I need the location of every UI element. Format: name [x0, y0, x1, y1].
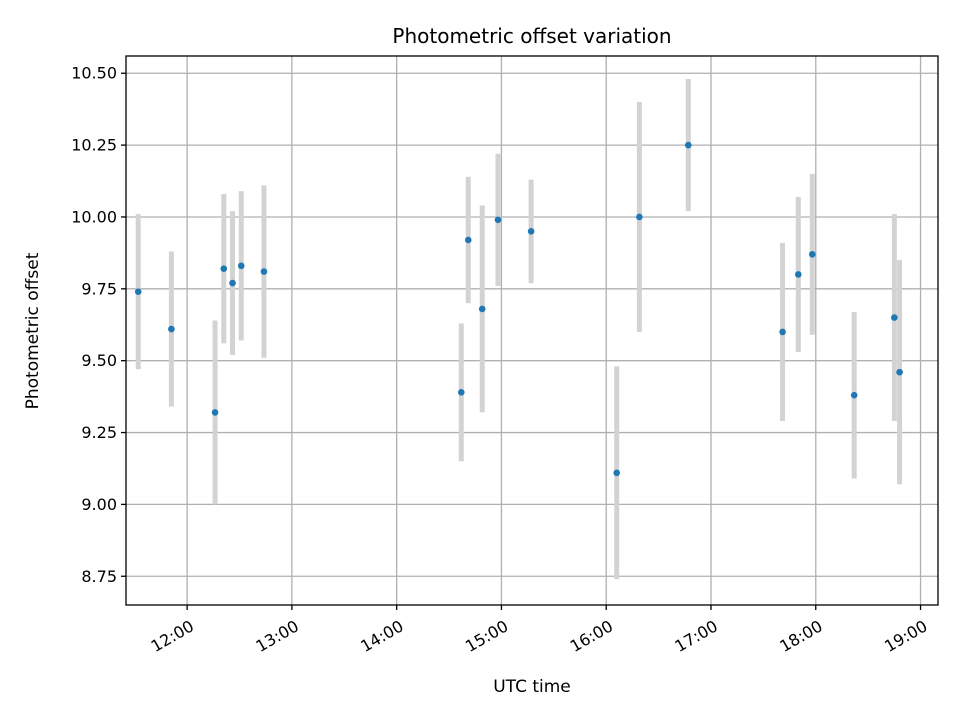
y-axis-label: Photometric offset [23, 252, 43, 409]
y-tick-label: 9.25 [81, 423, 117, 442]
y-axis-ticks: 8.75 9.00 9.25 9.50 9.75 10.00 10.25 10.50 [71, 64, 126, 586]
data-point [636, 213, 643, 221]
data-point [134, 288, 142, 295]
data-point [237, 262, 245, 270]
data-point [850, 391, 858, 399]
data-point [891, 314, 898, 321]
data-point [457, 388, 465, 396]
plot-frame [125, 55, 939, 606]
x-tick-label: 13:00 [252, 616, 301, 656]
x-tick-label: 16:00 [567, 616, 616, 656]
y-tick-label: 10.50 [71, 64, 117, 83]
y-tick-label: 9.75 [81, 279, 117, 298]
data-point [229, 279, 236, 287]
data-point [494, 216, 502, 224]
data-point [220, 265, 228, 273]
data-points [134, 141, 903, 477]
y-tick-label: 9.00 [81, 495, 117, 514]
x-tick-label: 12:00 [148, 616, 197, 656]
data-point [808, 251, 816, 258]
data-point [211, 409, 219, 416]
data-point [613, 469, 620, 477]
y-tick-label: 10.25 [71, 136, 117, 155]
data-point [168, 325, 175, 333]
x-tick-label: 17:00 [672, 616, 721, 656]
y-tick-label: 8.75 [81, 567, 117, 586]
grid [126, 56, 938, 605]
data-point [684, 141, 692, 149]
x-tick-label: 14:00 [357, 616, 406, 656]
x-tick-label: 19:00 [881, 616, 930, 656]
x-axis-label: UTC time [493, 677, 571, 697]
data-point [896, 368, 903, 376]
data-point [260, 268, 268, 275]
x-tick-label: 18:00 [776, 616, 825, 656]
y-tick-label: 9.50 [81, 351, 117, 370]
data-point [527, 228, 535, 235]
y-tick-label: 10.00 [71, 207, 117, 226]
data-point [795, 271, 802, 278]
data-point [478, 305, 486, 313]
x-axis-ticks: 12:00 13:00 14:00 15:00 16:00 17:00 18:00 19:00 [148, 605, 931, 656]
data-point [464, 236, 472, 244]
x-tick-label: 15:00 [462, 616, 511, 656]
chart-title: Photometric offset variation [392, 24, 671, 48]
data-point [779, 328, 786, 336]
